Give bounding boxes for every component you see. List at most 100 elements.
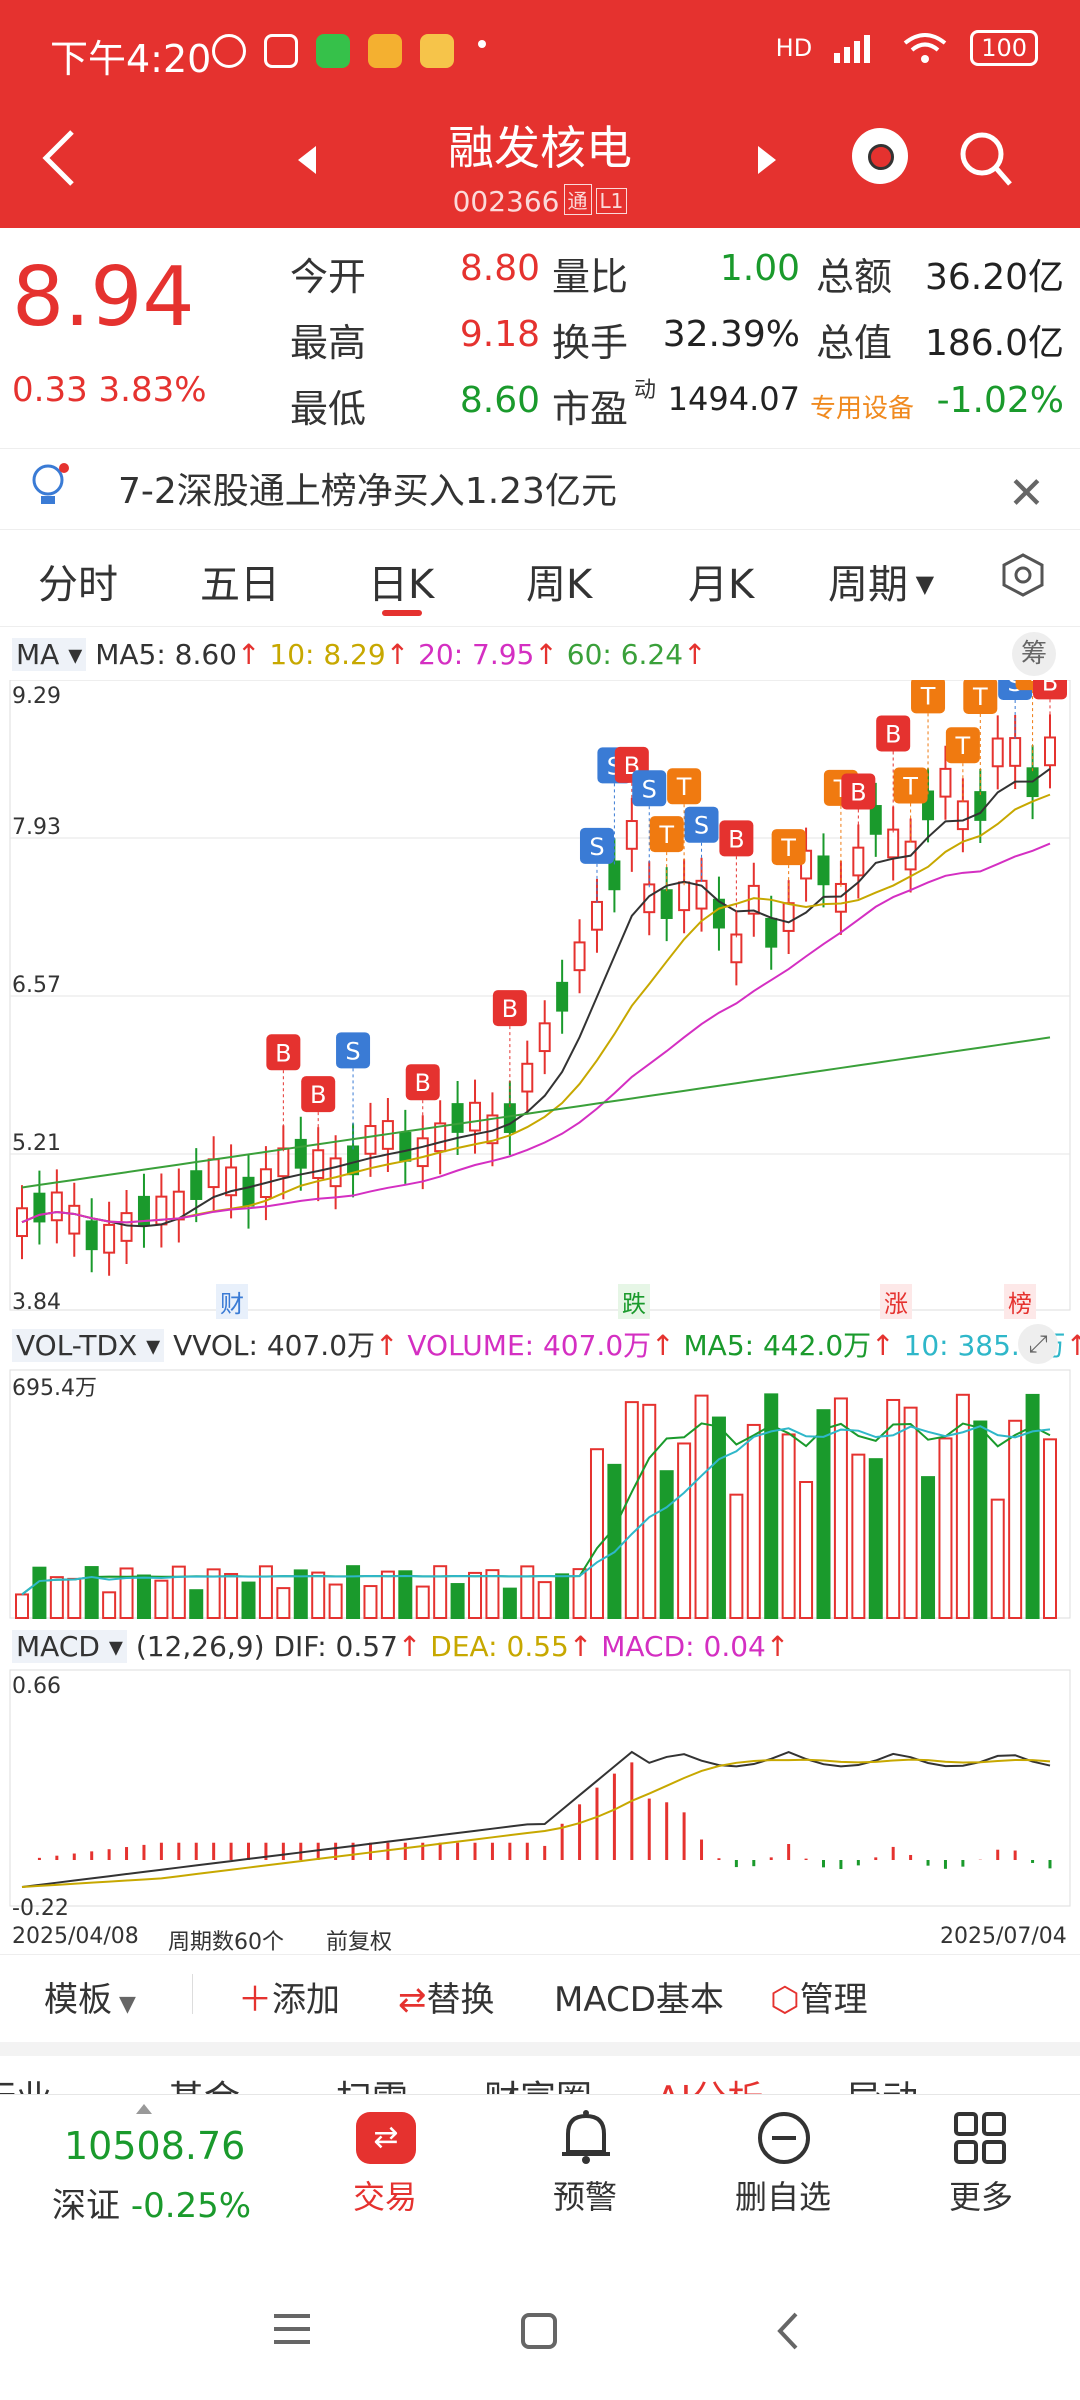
level-tag: L1: [595, 188, 628, 214]
tab-intraday[interactable]: 分时: [38, 562, 118, 608]
subnav-industry[interactable]: 行业: [0, 2070, 52, 2094]
nav-trade[interactable]: 交易: [320, 2172, 450, 2218]
menu-icon[interactable]: [272, 2312, 312, 2346]
expand-up-icon[interactable]: [136, 2104, 152, 2114]
volume-bar: [328, 1583, 343, 1620]
signal-badge: [336, 1032, 371, 1069]
volume-bar: [136, 1574, 151, 1620]
ma60-value: 60: 6.24: [566, 638, 684, 671]
tab-five-day[interactable]: 五日: [200, 562, 280, 608]
template-button[interactable]: 模板 ▼: [44, 1972, 136, 2021]
next-stock-icon[interactable]: [758, 146, 776, 174]
subnav-fund[interactable]: 基金: [168, 2070, 240, 2094]
back-icon[interactable]: [40, 128, 80, 188]
macd-value: MACD: 0.04: [601, 1630, 766, 1663]
volume-bar: [415, 1585, 430, 1619]
signal-label: B: [1042, 680, 1058, 696]
news-text[interactable]: 7-2深股通上榜净买入1.23亿元: [118, 471, 617, 512]
chip-distribution-button[interactable]: 筹: [1012, 632, 1056, 676]
volume-bar: [833, 1397, 848, 1619]
signal-badge: [893, 767, 928, 804]
volume-bar: [816, 1409, 831, 1620]
dif-line: [21, 1750, 1051, 1888]
nav-alert[interactable]: 预警: [520, 2172, 650, 2218]
search-icon[interactable]: [958, 130, 1014, 190]
volume-bar: [363, 1585, 378, 1620]
quote-label: 市盈: [552, 387, 629, 431]
quote-label: 总额: [816, 255, 893, 299]
dea-value: DEA: 0.55: [430, 1630, 569, 1663]
sub-navigation: 行业 基金 扫雷 财富圈 AI分析 异动: [0, 2062, 1080, 2094]
ma-select[interactable]: MA ▾: [12, 638, 87, 671]
ma20-value: 20: 7.95: [418, 638, 535, 671]
signal-badge: [1033, 680, 1067, 700]
vol-select[interactable]: VOL-TDX ▾: [12, 1329, 165, 1362]
quote-value: 1.00: [719, 248, 800, 289]
signal-badge: [492, 990, 527, 1027]
prev-stock-icon[interactable]: [298, 146, 316, 174]
subnav-ai-analysis[interactable]: AI分析: [656, 2070, 763, 2094]
back-nav-icon[interactable]: [776, 2310, 800, 2352]
event-drop-marker[interactable]: 跌: [618, 1284, 650, 1319]
kline-chart[interactable]: BBSBBSSBSTTSBTTBBTTTTSTB: [0, 680, 1080, 1920]
index-summary[interactable]: 深证 -0.25%: [52, 2178, 251, 2227]
subnav-wealth-circle[interactable]: 财富圈: [484, 2070, 592, 2094]
event-list-marker[interactable]: 榜: [1004, 1284, 1036, 1319]
candle-body: [469, 1101, 482, 1132]
replace-button[interactable]: ⇄替换: [398, 1972, 495, 2021]
index-value[interactable]: 10508.76: [64, 2124, 246, 2168]
volume-bar: [711, 1416, 726, 1620]
candle-body: [312, 1149, 325, 1179]
signal-label: T: [902, 773, 918, 801]
macd-select-label: MACD: [16, 1630, 100, 1663]
remove-watchlist-icon[interactable]: [756, 2110, 812, 2166]
manage-button[interactable]: ⬡管理: [770, 1972, 868, 2021]
tab-weekly-k[interactable]: 周K: [526, 562, 593, 608]
template-label: 模板: [44, 1980, 112, 2020]
candle-body: [869, 805, 882, 835]
nav-remove-watchlist[interactable]: 删自选: [718, 2172, 848, 2218]
bell-icon[interactable]: [558, 2108, 614, 2168]
nav-more-label: 更多: [948, 2178, 1013, 2216]
macd-indicator-row: MACD ▾ (12,26,9) DIF: 0.57↑ DEA: 0.55↑ M…: [12, 1630, 789, 1663]
settings-hexagon-icon[interactable]: [1000, 552, 1046, 598]
close-icon[interactable]: ✕: [1008, 468, 1045, 519]
adjust-mode[interactable]: 前复权: [326, 1930, 393, 1955]
nav-more[interactable]: 更多: [916, 2172, 1046, 2218]
macd-params: (12,26,9): [135, 1630, 265, 1663]
start-date: 2025/04/08: [12, 1924, 139, 1949]
add-indicator-button[interactable]: ＋添加: [238, 1972, 340, 2021]
candle-body: [538, 1022, 551, 1053]
candle-body: [817, 855, 830, 886]
y-tick-4: 5.21: [12, 1131, 61, 1156]
subnav-minesweep[interactable]: 扫雷: [336, 2070, 408, 2094]
tab-period[interactable]: 周期 ▼: [828, 552, 934, 610]
volume-bar: [293, 1569, 308, 1619]
trade-icon[interactable]: ⇄: [356, 2112, 416, 2164]
more-notifications-dot: [478, 40, 486, 48]
signal-label: T: [955, 732, 971, 760]
quote-label: 总值: [816, 321, 893, 365]
volume-bar: [258, 1565, 273, 1619]
tab-daily-k[interactable]: 日K: [368, 562, 435, 608]
macd-basic-button[interactable]: MACD基本: [554, 1980, 724, 2020]
macd-select[interactable]: MACD ▾: [12, 1630, 127, 1663]
tab-monthly-k[interactable]: 月K: [688, 562, 755, 608]
candle-body: [991, 737, 1004, 768]
home-icon[interactable]: [520, 2312, 558, 2350]
change-value: 0.33: [12, 370, 88, 410]
volume-bar: [380, 1570, 395, 1620]
price-panel-frame: [9, 680, 1071, 1311]
quote-value: 8.80: [459, 248, 540, 289]
volume-bar: [346, 1565, 361, 1619]
grid-more-icon[interactable]: [952, 2110, 1008, 2166]
quote-value: 8.60: [459, 380, 540, 421]
volume-bar: [67, 1577, 82, 1620]
expand-icon[interactable]: ⤢: [1018, 1324, 1058, 1364]
event-finance-marker[interactable]: 财: [216, 1284, 248, 1319]
event-rise-marker[interactable]: 涨: [880, 1284, 912, 1319]
subnav-movement[interactable]: 异动: [846, 2070, 918, 2094]
candle-body: [573, 941, 586, 972]
news-banner[interactable]: [0, 448, 1080, 530]
ma60-line: [21, 1036, 1051, 1189]
